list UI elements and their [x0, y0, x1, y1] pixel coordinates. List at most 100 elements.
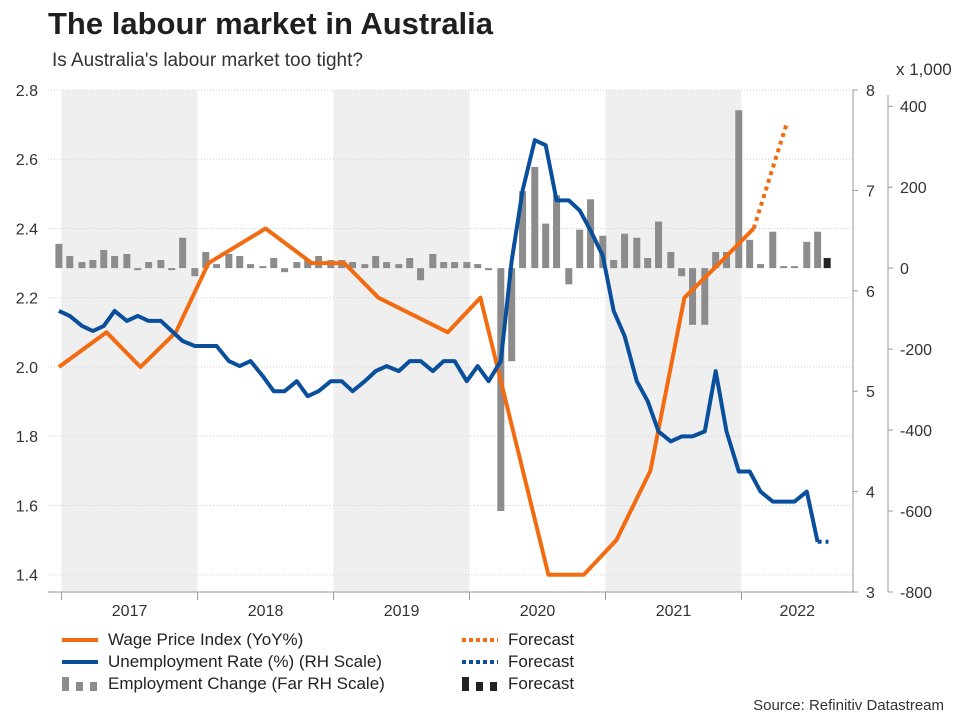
employment-bar [179, 237, 187, 269]
legend-item-wage-forecast: Forecast [462, 630, 574, 650]
employment-bar [293, 262, 301, 269]
x-axis-tick-label: 2019 [384, 603, 420, 620]
employment-bar [531, 166, 539, 269]
employment-bar [576, 229, 584, 269]
legend-label-wage: Wage Price Index (YoY%) [108, 630, 304, 649]
employment-bar [633, 237, 641, 269]
legend-swatch-wage-forecast [462, 630, 498, 650]
employment-bar [145, 262, 153, 269]
right-axis-tick-label: 7 [866, 183, 875, 200]
right-axis-tick-label: 4 [866, 485, 875, 502]
legend-swatch-unemployment [62, 652, 98, 672]
employment-bar [474, 264, 482, 269]
legend-item-wage: Wage Price Index (YoY%) [62, 630, 303, 650]
employment-bar [236, 255, 244, 269]
employment-bar [542, 223, 550, 269]
employment-bar [406, 258, 414, 269]
chart-subtitle: Is Australia's labour market too tight? [52, 50, 363, 71]
employment-bar [621, 233, 629, 269]
employment-bar [689, 268, 697, 325]
x-axis-tick-label: 2020 [520, 603, 556, 620]
left-axis-tick-label: 1.4 [16, 568, 38, 585]
employment-bar [712, 251, 720, 269]
employment-bar [701, 268, 709, 325]
shaded-band-2021 [605, 90, 742, 592]
far-right-axis-tick-label: 0 [900, 261, 909, 278]
legend-item-unemployment-forecast: Forecast [462, 652, 574, 672]
employment-bar [519, 191, 527, 269]
employment-bar [78, 262, 86, 269]
employment-bar [451, 262, 459, 269]
employment-bar [780, 266, 788, 269]
left-axis-tick-label: 2.4 [16, 221, 38, 238]
shaded-band-2017 [61, 90, 198, 592]
employment-bar [111, 255, 119, 269]
employment-bar [667, 251, 675, 269]
left-axis-tick-label: 2.6 [16, 152, 38, 169]
unemployment-rate-line [58, 138, 820, 543]
employment-bar [565, 268, 573, 285]
wage-price-index-forecast-line [751, 123, 789, 230]
employment-bar [395, 264, 403, 269]
employment-bar [304, 260, 312, 269]
legend-label-unemployment-forecast: Forecast [508, 652, 575, 671]
employment-bar [270, 258, 278, 269]
legend-label-employment-forecast: Forecast [508, 674, 575, 693]
employment-bar [814, 231, 822, 269]
employment-bar [349, 262, 357, 269]
employment-bar [157, 260, 165, 269]
x-axis-tick-label: 2018 [248, 603, 284, 620]
employment-bar [757, 264, 765, 269]
x-axis-tick-label: 2017 [112, 603, 148, 620]
employment-bar [134, 268, 142, 271]
far-right-axis-unit: x 1,000 [896, 60, 952, 79]
legend-swatch-unemployment-forecast [462, 652, 498, 672]
far-right-axis-tick-label: -200 [900, 342, 932, 359]
x-axis-tick-label: 2021 [656, 603, 692, 620]
shaded-band-2019 [333, 90, 470, 592]
employment-bar [281, 268, 289, 273]
legend-item-employment: Employment Change (Far RH Scale) [62, 674, 385, 694]
employment-bar [655, 221, 663, 269]
right-axis-tick-label: 5 [866, 384, 875, 401]
right-axis-tick-label: 6 [866, 284, 875, 301]
employment-bar [372, 255, 380, 269]
legend-label-employment: Employment Change (Far RH Scale) [108, 674, 385, 693]
employment-bar [485, 268, 493, 271]
left-axis-tick-label: 1.8 [16, 429, 38, 446]
x-axis-tick-label: 2022 [779, 603, 815, 620]
employment-bar [735, 110, 743, 269]
employment-bar [553, 195, 561, 269]
employment-bar [123, 253, 131, 269]
employment-bar [213, 264, 221, 269]
left-axis-tick-label: 2.8 [16, 83, 38, 100]
employment-bar [89, 260, 97, 269]
employment-bar [202, 251, 210, 269]
employment-bar [508, 268, 516, 362]
employment-bar [440, 262, 448, 269]
right-axis-tick-label: 8 [866, 83, 875, 100]
employment-bar [463, 262, 471, 269]
employment-bar [247, 264, 255, 269]
employment-bar [610, 260, 618, 269]
employment-bar [769, 231, 777, 269]
legend-label-wage-forecast: Forecast [508, 630, 575, 649]
employment-bar [497, 268, 505, 512]
source-note: Source: Refinitiv Datastream [753, 697, 944, 714]
right-axis-tick-label: 3 [866, 585, 875, 602]
employment-bar [383, 262, 391, 269]
far-right-axis-tick-label: -600 [900, 504, 932, 521]
employment-bar [746, 239, 754, 269]
legend-swatch-employment-forecast [462, 674, 498, 694]
employment-bar [417, 268, 425, 281]
employment-bar [723, 251, 731, 269]
legend-label-unemployment: Unemployment Rate (%) (RH Scale) [108, 652, 382, 671]
employment-bar [803, 241, 811, 269]
employment-bar [361, 264, 369, 269]
left-axis-tick-label: 2.2 [16, 291, 38, 308]
employment-bar [168, 268, 176, 271]
employment-bar [191, 268, 199, 277]
far-right-axis-tick-label: -400 [900, 423, 932, 440]
legend-item-unemployment: Unemployment Rate (%) (RH Scale) [62, 652, 382, 672]
